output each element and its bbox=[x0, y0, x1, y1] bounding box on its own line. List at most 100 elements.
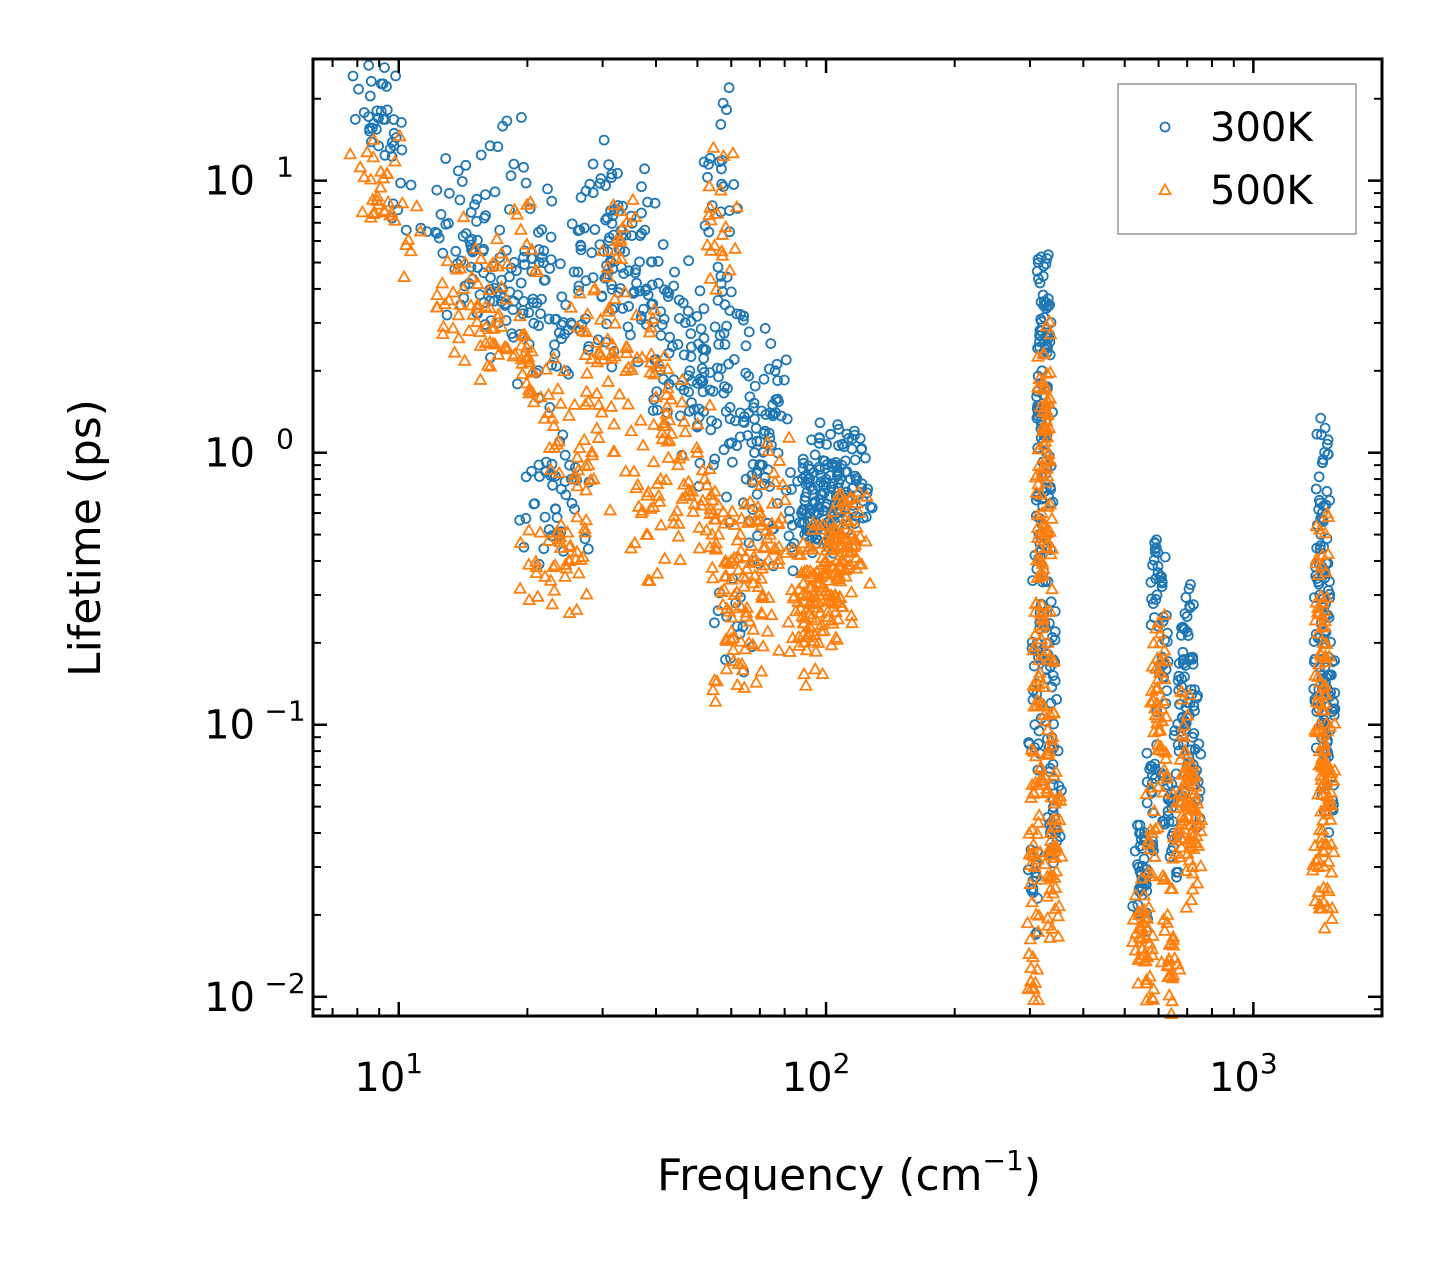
cloud-marker bbox=[1028, 604, 1043, 617]
cloud-marker bbox=[641, 484, 656, 498]
cloud-marker bbox=[725, 504, 740, 517]
cloud-marker bbox=[639, 163, 650, 175]
cloud-marker bbox=[545, 596, 560, 610]
x-axis-title-main: Frequency (cm bbox=[657, 1150, 983, 1201]
cloud-marker bbox=[606, 172, 617, 184]
data-point bbox=[584, 178, 596, 190]
cloud-marker bbox=[1029, 467, 1045, 481]
cloud-marker bbox=[1042, 314, 1057, 327]
cloud-marker bbox=[1173, 670, 1185, 682]
tick-base: 10 bbox=[354, 1055, 405, 1101]
cloud-marker bbox=[786, 541, 798, 553]
cloud-marker bbox=[1324, 494, 1335, 506]
cloud-marker bbox=[764, 607, 779, 621]
cloud-marker bbox=[570, 478, 585, 492]
cloud-marker bbox=[647, 302, 662, 315]
cloud-marker bbox=[1034, 487, 1049, 500]
cloud-marker bbox=[794, 565, 809, 578]
y-tick-label: 10 0 bbox=[204, 423, 294, 477]
cloud-marker bbox=[1149, 621, 1164, 634]
cloud-marker bbox=[1157, 643, 1172, 656]
cloud-marker bbox=[1321, 854, 1336, 867]
cloud-marker bbox=[1023, 737, 1034, 748]
cloud-marker bbox=[822, 532, 837, 546]
data-point bbox=[828, 587, 843, 600]
cloud-marker bbox=[614, 203, 629, 217]
data-point bbox=[1039, 539, 1054, 553]
cloud-marker bbox=[1139, 972, 1154, 985]
cloud-marker bbox=[601, 374, 616, 387]
cloud-marker bbox=[832, 419, 843, 431]
cloud-marker bbox=[661, 450, 676, 463]
cloud-marker bbox=[579, 587, 594, 600]
cloud-marker bbox=[1047, 670, 1059, 681]
cloud-marker bbox=[1049, 840, 1064, 854]
data-point bbox=[1179, 671, 1190, 683]
data-point bbox=[728, 354, 740, 365]
data-point bbox=[1135, 941, 1150, 954]
cloud-marker bbox=[703, 200, 718, 213]
data-point bbox=[709, 321, 721, 333]
cloud-marker bbox=[1043, 867, 1058, 881]
cloud-marker bbox=[1317, 703, 1332, 716]
cloud-marker bbox=[796, 666, 812, 680]
cloud-marker bbox=[708, 484, 723, 497]
data-point bbox=[796, 517, 808, 529]
data-point bbox=[833, 547, 848, 561]
data-point bbox=[613, 231, 628, 245]
cloud-marker bbox=[550, 381, 565, 395]
data-point bbox=[1180, 777, 1195, 791]
data-point bbox=[1042, 743, 1057, 757]
cloud-marker bbox=[364, 90, 376, 102]
tick-exponent: 0 bbox=[276, 423, 294, 456]
cloud-marker bbox=[1040, 499, 1055, 512]
legend: 300K 500K bbox=[1117, 83, 1357, 235]
tick-base: 10 bbox=[204, 703, 255, 749]
cloud-marker bbox=[723, 82, 735, 94]
data-point bbox=[719, 661, 734, 675]
cloud-marker bbox=[545, 254, 557, 266]
cloud-marker bbox=[830, 495, 845, 508]
cloud-marker bbox=[1179, 900, 1194, 913]
cloud-marker bbox=[561, 408, 577, 421]
cloud-marker bbox=[541, 533, 556, 546]
cloud-marker bbox=[570, 450, 585, 463]
cloud-marker bbox=[1145, 928, 1160, 941]
cloud-marker bbox=[1030, 507, 1045, 521]
cloud-marker bbox=[343, 146, 358, 160]
cloud-marker bbox=[547, 479, 558, 491]
cloud-marker bbox=[617, 284, 632, 298]
cloud-marker bbox=[543, 462, 558, 475]
cloud-marker bbox=[1022, 826, 1037, 839]
cloud-marker bbox=[485, 256, 501, 269]
data-point bbox=[1145, 825, 1160, 839]
x-axis-title-superscript: −1 bbox=[983, 1144, 1024, 1177]
cloud-marker bbox=[512, 308, 527, 322]
data-point bbox=[713, 183, 728, 196]
cloud-marker bbox=[1031, 477, 1046, 490]
cloud-marker bbox=[708, 512, 724, 525]
cloud-marker bbox=[590, 354, 605, 368]
cloud-marker bbox=[559, 449, 571, 461]
cloud-marker bbox=[808, 644, 824, 657]
cloud-marker bbox=[373, 180, 388, 193]
data-point bbox=[725, 286, 737, 298]
cloud-marker bbox=[1034, 632, 1049, 645]
cloud-marker bbox=[460, 159, 472, 171]
cloud-marker bbox=[553, 529, 568, 543]
cloud-marker bbox=[533, 226, 544, 238]
cloud-marker bbox=[699, 523, 714, 536]
cloud-marker bbox=[390, 70, 402, 82]
cloud-marker bbox=[1321, 485, 1333, 497]
cloud-marker bbox=[547, 583, 562, 596]
cloud-marker bbox=[1045, 596, 1057, 608]
cloud-marker bbox=[1024, 742, 1039, 755]
cloud-marker bbox=[716, 148, 731, 162]
cloud-marker bbox=[1045, 812, 1060, 826]
cloud-marker bbox=[521, 557, 536, 570]
data-point bbox=[678, 384, 690, 396]
cloud-marker bbox=[1186, 841, 1201, 855]
cloud-marker bbox=[519, 197, 534, 210]
cloud-marker bbox=[825, 428, 836, 440]
cloud-marker bbox=[1150, 594, 1162, 605]
